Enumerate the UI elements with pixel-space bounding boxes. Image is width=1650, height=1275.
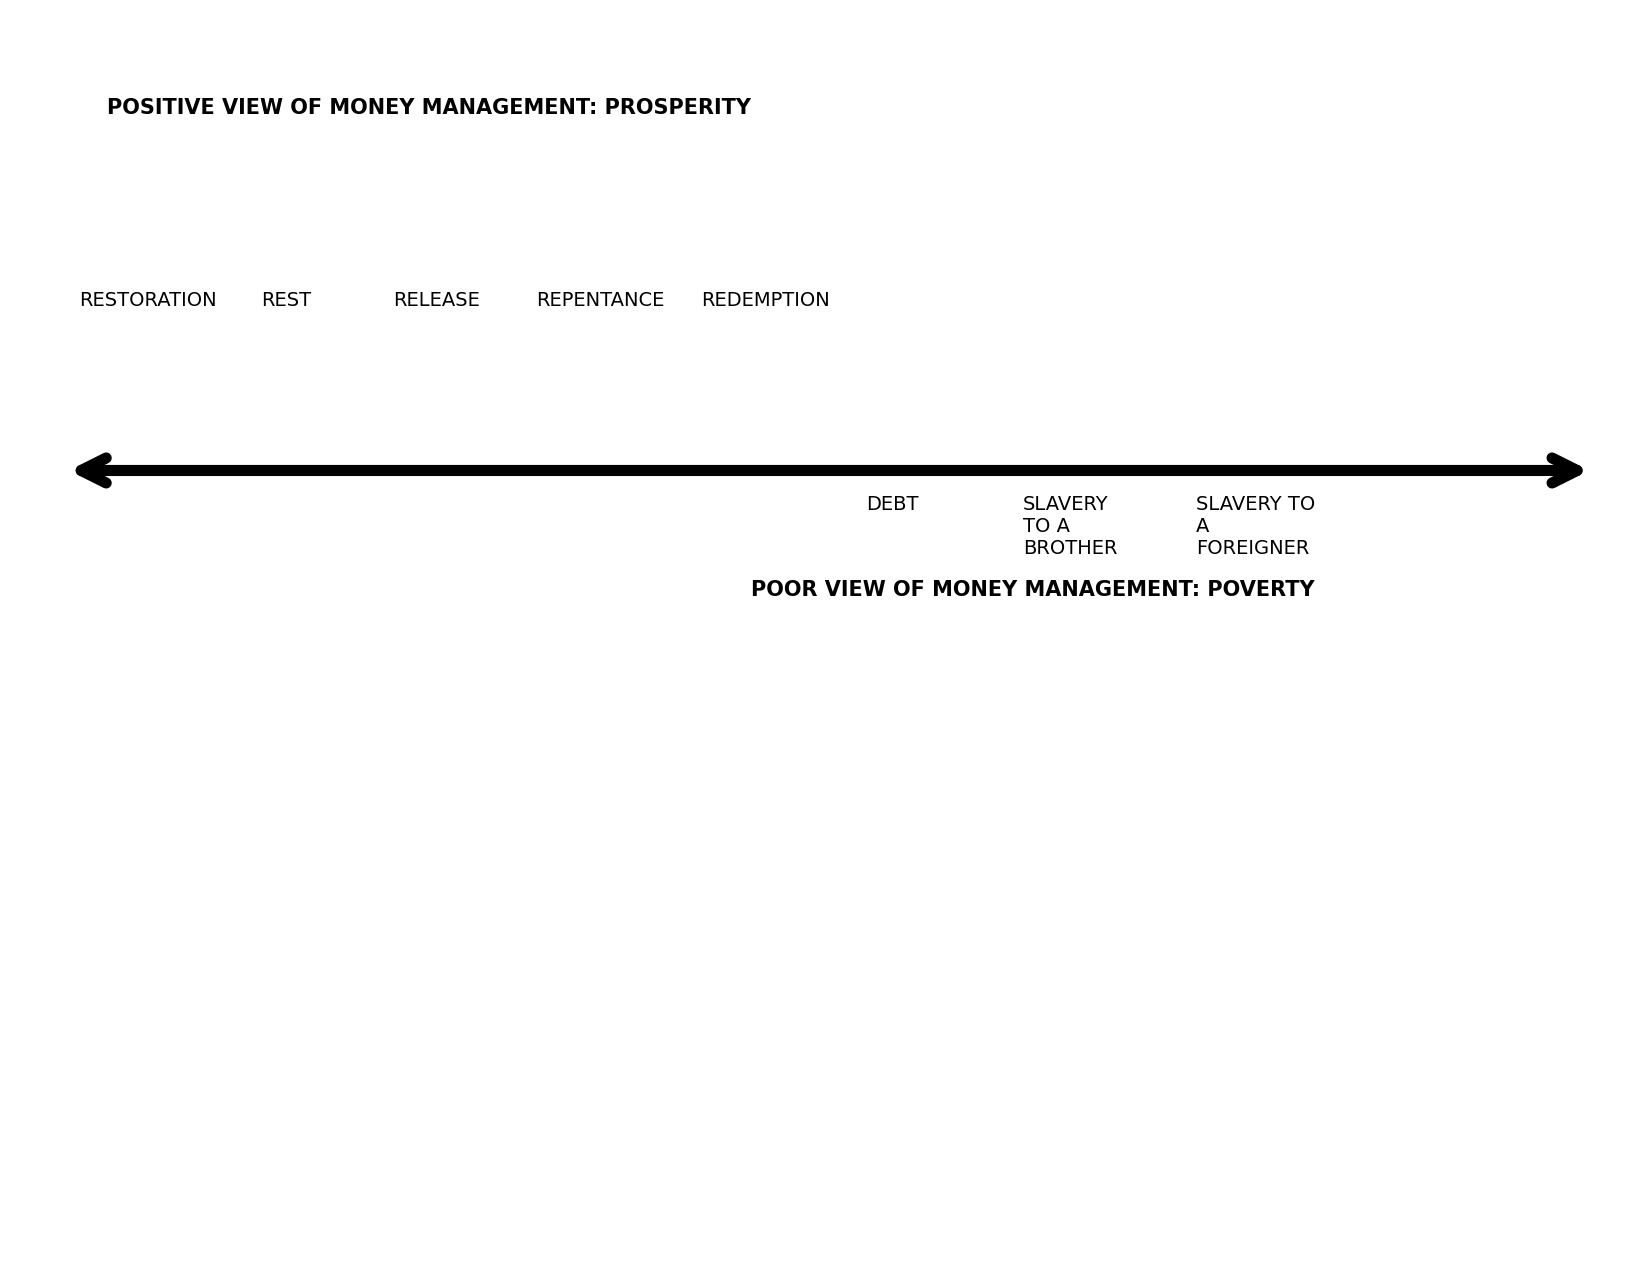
Text: SLAVERY
TO A
BROTHER: SLAVERY TO A BROTHER: [1023, 495, 1117, 557]
Text: REDEMPTION: REDEMPTION: [701, 291, 830, 310]
Text: SLAVERY TO
A
FOREIGNER: SLAVERY TO A FOREIGNER: [1196, 495, 1315, 557]
Text: REST: REST: [261, 291, 310, 310]
Text: POSITIVE VIEW OF MONEY MANAGEMENT: PROSPERITY: POSITIVE VIEW OF MONEY MANAGEMENT: PROSP…: [107, 98, 751, 119]
Text: REPENTANCE: REPENTANCE: [536, 291, 665, 310]
Text: DEBT: DEBT: [866, 495, 919, 514]
Text: RESTORATION: RESTORATION: [79, 291, 216, 310]
Text: RELEASE: RELEASE: [393, 291, 480, 310]
Text: POOR VIEW OF MONEY MANAGEMENT: POVERTY: POOR VIEW OF MONEY MANAGEMENT: POVERTY: [751, 580, 1315, 601]
